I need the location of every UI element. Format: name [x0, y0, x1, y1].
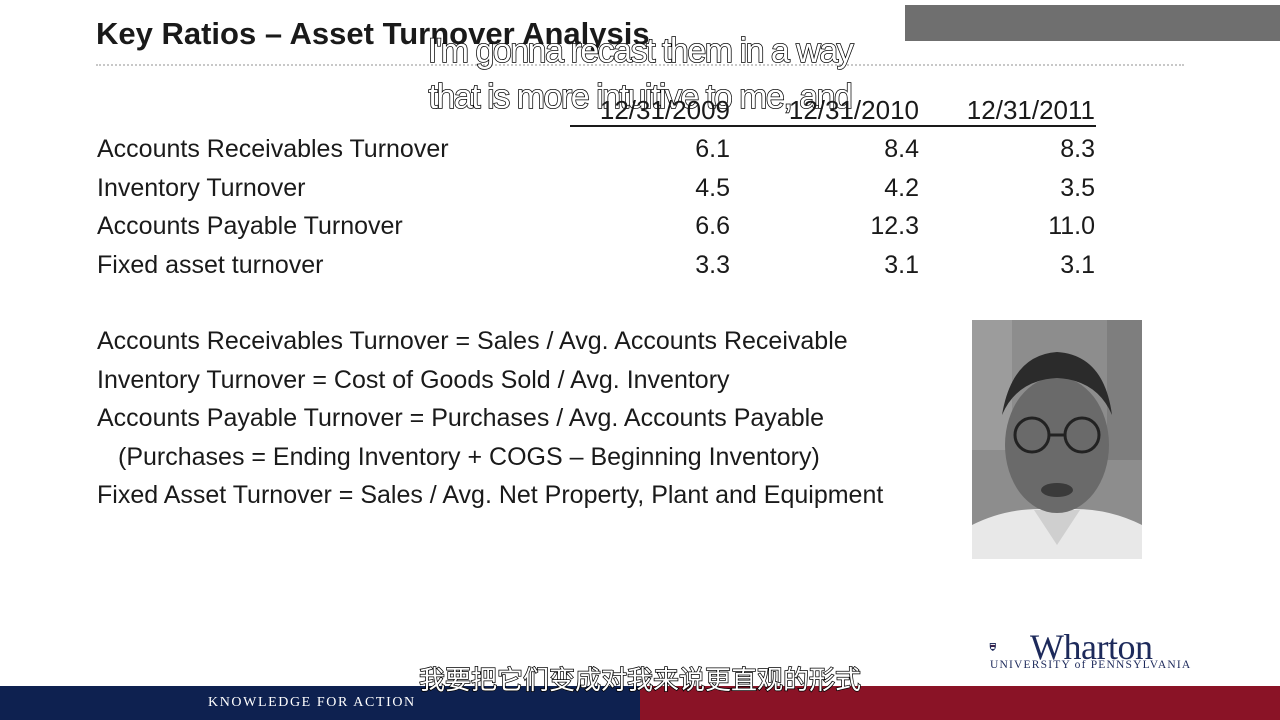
formula-receivables: Accounts Receivables Turnover = Sales / …: [97, 327, 848, 355]
cell-value: 3.1: [884, 251, 919, 279]
column-header-2011: 12/31/2011: [966, 95, 1095, 125]
header-gray-bar: [905, 5, 1280, 41]
column-header-2009: 12/31/2009: [599, 95, 730, 125]
row-label: Fixed asset turnover: [97, 251, 324, 279]
presenter-image: [972, 320, 1142, 559]
table-row: Accounts Payable Turnover 6.6 12.3 11.0: [0, 212, 1280, 248]
row-label: Accounts Receivables Turnover: [97, 135, 449, 163]
row-label: Accounts Payable Turnover: [97, 212, 403, 240]
cell-value: 11.0: [1048, 212, 1095, 240]
table-row: Fixed asset turnover 3.3 3.1 3.1: [0, 251, 1280, 287]
title-divider: [96, 64, 1184, 66]
cell-value: 3.3: [695, 251, 730, 279]
cell-value: 12.3: [870, 212, 919, 240]
cell-value: 6.1: [695, 135, 730, 163]
footer-crimson-band: [640, 686, 1280, 720]
row-label: Inventory Turnover: [97, 174, 306, 202]
wharton-shield-icon: [989, 643, 996, 651]
formula-purchases-note: (Purchases = Ending Inventory + COGS – B…: [118, 443, 820, 471]
column-header-2010: 12/31/2010: [788, 95, 919, 125]
cell-value: 3.1: [1060, 251, 1095, 279]
english-subtitle-line-2: that is more intuitive to me, and: [428, 77, 854, 117]
formula-fixed-asset: Fixed Asset Turnover = Sales / Avg. Net …: [97, 481, 884, 509]
wharton-logo-subtitle: UNIVERSITY of PENNSYLVANIA: [990, 659, 1192, 671]
slide-title: Key Ratios – Asset Turnover Analysis: [96, 16, 650, 51]
cell-value: 3.5: [1060, 174, 1095, 202]
footer-navy-band: [0, 686, 640, 720]
cell-value: 8.3: [1060, 135, 1095, 163]
english-subtitle: I'm gonna recast them in a way that is m…: [390, 28, 890, 120]
header-underline: [570, 125, 1096, 127]
english-subtitle-line-1: I'm gonna recast them in a way: [427, 31, 855, 71]
cell-value: 6.6: [695, 212, 730, 240]
cell-value: 8.4: [884, 135, 919, 163]
formula-inventory: Inventory Turnover = Cost of Goods Sold …: [97, 366, 730, 394]
cell-value: 4.2: [884, 174, 919, 202]
table-row: Inventory Turnover 4.5 4.2 3.5: [0, 174, 1280, 210]
cell-value: 4.5: [695, 174, 730, 202]
wharton-logo-text: Wharton: [1030, 627, 1153, 667]
footer-tagline: KNOWLEDGE FOR ACTION: [208, 695, 416, 710]
formula-payables: Accounts Payable Turnover = Purchases / …: [97, 404, 825, 432]
presenter-video: [972, 320, 1142, 559]
table-row: Accounts Receivables Turnover 6.1 8.4 8.…: [0, 135, 1280, 171]
chinese-subtitle: 我要把它们变成对我来说更直观的形式: [418, 665, 862, 697]
